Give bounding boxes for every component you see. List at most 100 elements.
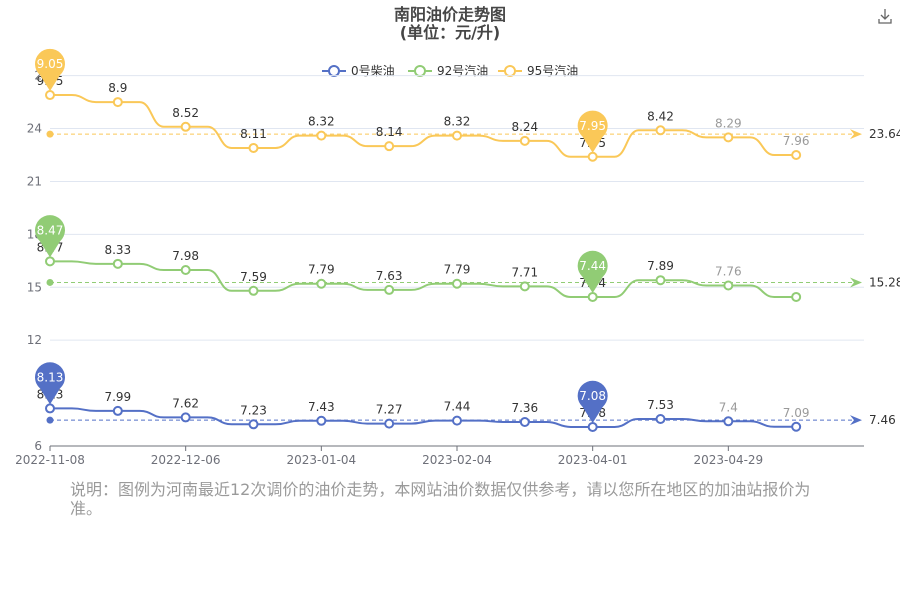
data-label: 7.36 xyxy=(511,401,538,415)
data-point[interactable] xyxy=(112,258,123,269)
data-point[interactable] xyxy=(791,421,802,432)
data-point[interactable] xyxy=(791,291,802,302)
data-label: 8.32 xyxy=(308,115,335,129)
pin-label: 7.08 xyxy=(579,389,606,403)
data-label: 8.42 xyxy=(647,109,674,123)
series-line xyxy=(50,407,797,428)
data-point[interactable] xyxy=(452,130,462,141)
data-point[interactable] xyxy=(519,281,530,292)
series-line xyxy=(50,94,797,158)
data-label: 7.44 xyxy=(444,400,471,414)
download-icon[interactable] xyxy=(878,9,892,24)
data-label: 8.33 xyxy=(104,243,131,257)
pin-shape xyxy=(577,110,608,153)
legend-label: 95号汽油 xyxy=(527,63,578,78)
pin-label: 7.44 xyxy=(579,259,606,273)
data-point[interactable] xyxy=(248,285,259,296)
data-label: 7.53 xyxy=(647,398,674,412)
data-point[interactable] xyxy=(587,151,598,162)
data-point[interactable] xyxy=(723,132,734,143)
legend-item-2[interactable]: 92号汽油 xyxy=(408,63,488,78)
data-point[interactable] xyxy=(180,121,191,132)
data-point[interactable] xyxy=(655,414,666,425)
data-label: 8.52 xyxy=(172,106,199,120)
data-label: 8.11 xyxy=(240,127,267,141)
data-label: 7.71 xyxy=(511,265,538,279)
data-point[interactable] xyxy=(112,97,123,108)
data-label: 8.32 xyxy=(444,115,471,129)
data-point[interactable] xyxy=(587,421,598,432)
pin-marker: 9.05 xyxy=(35,48,65,92)
data-label: 7.89 xyxy=(647,259,674,273)
data-label: 8.9 xyxy=(108,81,127,95)
data-point[interactable] xyxy=(248,142,259,153)
data-point[interactable] xyxy=(45,403,55,414)
average-start-dot xyxy=(46,278,54,286)
data-point[interactable] xyxy=(452,278,462,289)
data-point[interactable] xyxy=(384,418,395,429)
data-point[interactable] xyxy=(316,415,327,426)
data-point[interactable] xyxy=(519,417,530,428)
data-point[interactable] xyxy=(723,416,734,427)
x-tick-label: 2023-04-29 xyxy=(693,453,763,467)
pin-marker: 8.47 xyxy=(35,215,65,258)
data-point[interactable] xyxy=(723,280,734,291)
data-point[interactable] xyxy=(655,125,666,136)
legend-label: 92号汽油 xyxy=(437,63,488,78)
data-point[interactable] xyxy=(384,284,395,295)
y-tick-label: 21 xyxy=(27,174,42,188)
data-point[interactable] xyxy=(180,264,191,275)
x-tick-label: 2023-04-01 xyxy=(558,453,628,467)
average-start-dot xyxy=(46,130,54,138)
data-point[interactable] xyxy=(519,135,530,146)
data-point[interactable] xyxy=(587,291,598,302)
data-point[interactable] xyxy=(112,405,123,416)
data-label: 7.62 xyxy=(172,396,199,410)
x-tick-label: 2023-02-04 xyxy=(422,453,492,467)
x-tick-label: 2022-12-06 xyxy=(151,453,221,467)
data-point[interactable] xyxy=(655,275,666,286)
data-point[interactable] xyxy=(316,130,327,141)
y-tick-label: 24 xyxy=(27,122,42,136)
pin-shape xyxy=(35,215,65,258)
data-label: 7.09 xyxy=(783,406,810,420)
data-point[interactable] xyxy=(384,141,395,152)
data-label: 8.14 xyxy=(376,125,403,139)
data-label: 7.79 xyxy=(444,263,471,277)
pin-label: 8.47 xyxy=(37,223,64,237)
pin-marker: 7.44 xyxy=(577,250,608,293)
data-labels: 8.13 7.99 7.62 7.23 7.43 7.27 7.44 7.36 7.08 7.53… xyxy=(37,74,810,420)
y-tick-label: 12 xyxy=(27,333,42,347)
data-label: 7.27 xyxy=(376,403,403,417)
data-label: 7.59 xyxy=(240,270,267,284)
series-points xyxy=(45,90,802,432)
data-label: 7.99 xyxy=(104,390,131,404)
average-start-dot xyxy=(46,416,54,424)
y-tick-label: 6 xyxy=(34,439,42,453)
data-point[interactable] xyxy=(791,150,802,160)
data-point[interactable] xyxy=(180,412,191,423)
data-point[interactable] xyxy=(45,256,55,267)
data-point[interactable] xyxy=(316,278,327,289)
legend-marker xyxy=(504,65,516,77)
data-label: 7.79 xyxy=(308,263,335,277)
pin-label: 7.95 xyxy=(579,119,606,133)
pin-label: 8.13 xyxy=(37,370,64,384)
average-label: 7.46 xyxy=(869,413,896,427)
pin-marker: 7.95 xyxy=(577,110,608,153)
chart-subtitle: (单位：元/升) xyxy=(400,23,500,42)
data-point[interactable] xyxy=(248,419,259,430)
data-label: 7.76 xyxy=(715,265,742,279)
data-point[interactable] xyxy=(452,415,462,426)
data-label: 8.29 xyxy=(715,116,742,130)
y-tick-label: 2 xyxy=(34,69,42,83)
legend-label: 0号柴油 xyxy=(351,64,395,78)
extreme-markers: 8.13 7.08 8.47 7.44 9.05 7.95 xyxy=(35,48,608,423)
pin-shape xyxy=(577,380,608,423)
pin-marker: 8.13 xyxy=(35,362,65,405)
data-point[interactable] xyxy=(45,90,55,101)
average-label: 15.28 xyxy=(869,275,900,289)
data-label: 7.43 xyxy=(308,400,335,414)
